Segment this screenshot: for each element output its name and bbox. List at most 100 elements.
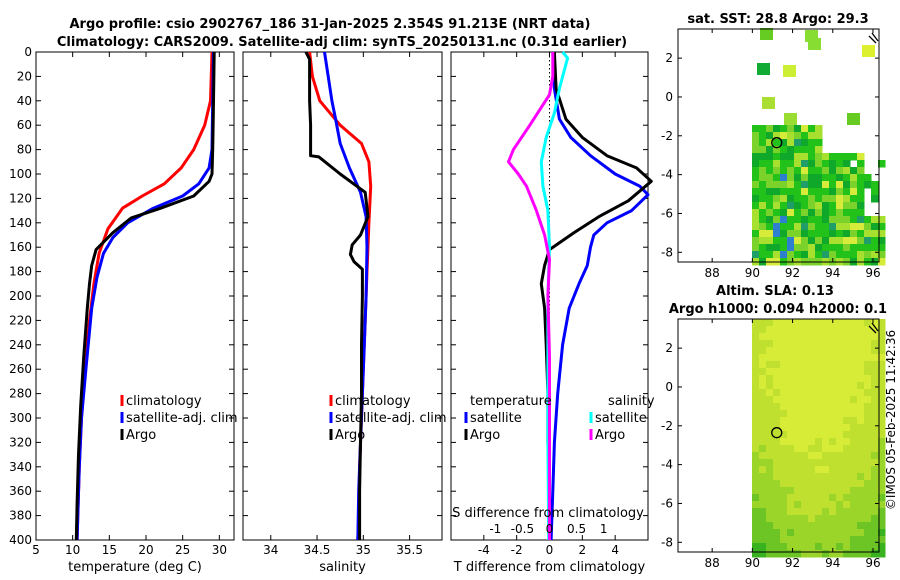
sla-cell <box>822 473 830 481</box>
sst-cell <box>780 209 788 217</box>
sst-cell <box>780 181 788 189</box>
s-tick-label: 1 <box>600 522 608 536</box>
sla-cell <box>752 522 760 530</box>
sst-cell <box>801 195 809 203</box>
sla-cell <box>822 536 830 544</box>
sla-cell <box>787 375 795 383</box>
sla-cell <box>871 410 879 418</box>
sla-cell <box>829 473 837 481</box>
sst-cell <box>815 153 823 161</box>
sla-cell <box>878 382 886 390</box>
sla-cell <box>808 522 816 530</box>
sst-cell <box>815 237 823 245</box>
sst-cell <box>836 188 844 196</box>
sla-cell <box>850 361 858 369</box>
s-axis-label: S difference from climatology <box>452 506 644 521</box>
sst-cell <box>752 216 760 224</box>
y-tick-label: -2 <box>661 419 673 433</box>
sla-cell <box>752 347 760 355</box>
sst-cell <box>857 181 865 189</box>
sst-cell <box>780 244 788 252</box>
sla-cell <box>836 417 844 425</box>
sst-cell <box>752 202 760 210</box>
y-tick-label: 60 <box>17 118 32 132</box>
sla-cell <box>864 333 872 341</box>
sst-patch <box>847 113 860 125</box>
sla-cell <box>871 354 879 362</box>
sla-cell <box>801 494 809 502</box>
sla-cell <box>843 459 851 467</box>
sla-cell <box>850 326 858 334</box>
sla-cell <box>871 515 879 523</box>
series-line <box>304 51 370 540</box>
sla-cell <box>843 389 851 397</box>
sst-cell <box>836 181 844 189</box>
sla-cell <box>857 473 865 481</box>
sst-cell <box>864 230 872 238</box>
sla-cell <box>759 396 767 404</box>
sst-cell <box>871 244 879 252</box>
sst-cell <box>836 216 844 224</box>
sst-cell <box>829 209 837 217</box>
sla-cell <box>815 396 823 404</box>
x-tick-label: 94 <box>825 266 840 280</box>
sla-cell <box>752 319 760 327</box>
sla-cell <box>864 368 872 376</box>
sla-cell <box>808 487 816 495</box>
sla-cell <box>808 354 816 362</box>
sla-cell <box>843 361 851 369</box>
sla-cell <box>794 494 802 502</box>
sla-cell <box>780 522 788 530</box>
sla-cell <box>787 529 795 537</box>
sla-cell <box>822 354 830 362</box>
sst-cell <box>815 202 823 210</box>
sla-cell <box>864 487 872 495</box>
sla-cell <box>829 529 837 537</box>
sst-cell <box>773 251 781 259</box>
sla-cell <box>801 417 809 425</box>
y-tick-label: 0 <box>665 90 673 104</box>
x-tick-label: 5 <box>32 543 40 557</box>
sst-cell <box>787 251 795 259</box>
sst-cell <box>794 230 802 238</box>
sla-cell <box>808 473 816 481</box>
sst-patch <box>784 113 797 125</box>
sla-cell <box>787 480 795 488</box>
sla-cell <box>850 459 858 467</box>
sst-cell <box>843 216 851 224</box>
sst-cell <box>794 209 802 217</box>
x-tick-label: 96 <box>865 266 880 280</box>
sst-cell <box>759 251 767 259</box>
sst-cell <box>836 209 844 217</box>
sst-cell <box>752 125 760 133</box>
sla-cell <box>829 494 837 502</box>
sla-cell <box>787 536 795 544</box>
sla-cell <box>766 403 774 411</box>
sst-cell <box>773 160 781 168</box>
sla-cell <box>759 333 767 341</box>
sla-cell <box>857 515 865 523</box>
sla-cell <box>815 473 823 481</box>
sla-cell <box>864 375 872 383</box>
sst-cell <box>766 216 774 224</box>
sst-cell <box>829 188 837 196</box>
sla-cell <box>829 424 837 432</box>
sla-cell <box>808 431 816 439</box>
sst-cell <box>759 132 767 140</box>
sla-cell <box>759 522 767 530</box>
sla-cell <box>780 417 788 425</box>
sla-cell <box>850 368 858 376</box>
sst-cell <box>864 237 872 245</box>
sla-cell <box>766 473 774 481</box>
sla-cell <box>822 459 830 467</box>
sst-cell <box>759 188 767 196</box>
sst-cell <box>815 125 823 133</box>
sla-cell <box>878 445 886 453</box>
sst-cell <box>857 174 865 182</box>
series-line <box>549 51 650 541</box>
series-line <box>507 52 555 540</box>
x-tick-label: 2 <box>579 543 587 557</box>
y-tick-label: 340 <box>9 460 32 474</box>
sst-cell <box>759 237 767 245</box>
sst-cell <box>794 174 802 182</box>
